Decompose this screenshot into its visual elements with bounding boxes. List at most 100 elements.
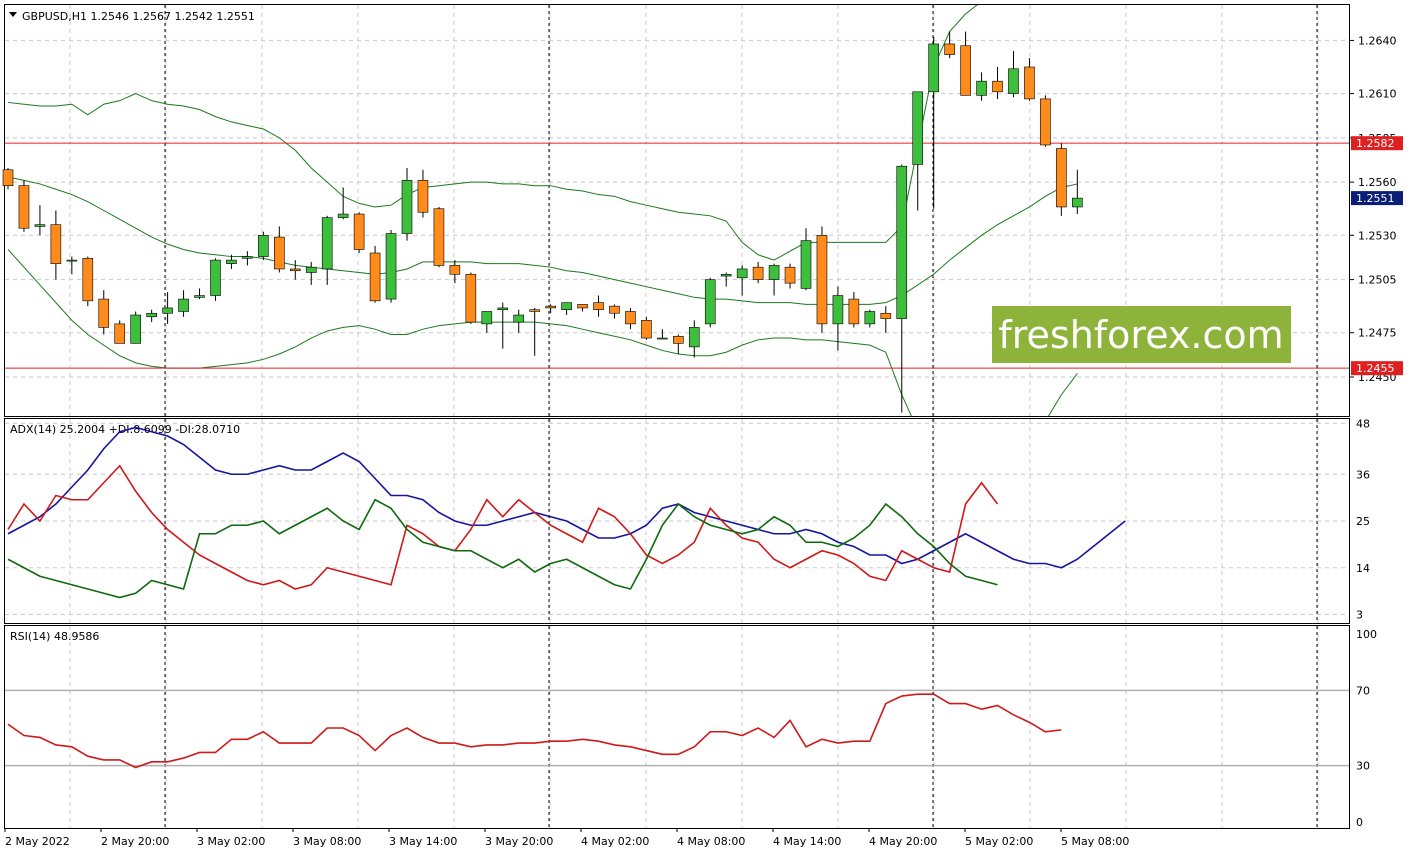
candle-body (289, 268, 301, 272)
candle-body (880, 312, 892, 319)
time-tick-label: 3 May 08:00 (293, 835, 361, 848)
time-tick-label: 2 May 2022 (5, 835, 70, 848)
level-price-label: 1.2582 (1356, 137, 1395, 150)
time-tick-label: 4 May 08:00 (677, 835, 745, 848)
candle-body (752, 266, 764, 280)
candle-body (928, 43, 939, 93)
collapse-triangle-icon[interactable] (9, 12, 17, 17)
price-tick-label: 1.2475 (1358, 327, 1397, 340)
candle-body (242, 256, 253, 259)
candle-body (2, 169, 14, 186)
candle-body (1056, 148, 1067, 208)
time-tick-label: 3 May 14:00 (389, 835, 457, 848)
plus-di-line (7, 498, 998, 599)
candle-body (337, 213, 349, 218)
time-tick-label: 5 May 02:00 (965, 835, 1033, 848)
band-middle (7, 176, 1078, 305)
adx-lines (7, 426, 1126, 599)
candle-body (258, 235, 269, 257)
candle-body (513, 314, 525, 323)
level-price-label: 1.2455 (1356, 362, 1395, 375)
time-tick-label: 4 May 14:00 (773, 835, 841, 848)
candle-body (577, 304, 588, 309)
candle-body (912, 91, 924, 165)
candle-body (1024, 66, 1035, 100)
candle-body (688, 327, 700, 348)
candle-body (130, 314, 141, 344)
candle-body (657, 337, 668, 340)
watermark-box (992, 306, 1291, 363)
rsi-tick-label: 70 (1356, 684, 1370, 697)
candle-body (66, 259, 78, 262)
candle-body (162, 307, 173, 314)
price-tick-label: 1.2530 (1358, 229, 1397, 242)
candle-body (210, 259, 221, 296)
price-tick-label: 1.2560 (1358, 176, 1397, 189)
main-panel-frame (4, 4, 1350, 417)
adx-tick-label: 25 (1356, 515, 1370, 528)
candle-body (353, 213, 365, 250)
time-tick-label: 5 May 08:00 (1061, 835, 1129, 848)
time-tick-label: 4 May 02:00 (581, 835, 649, 848)
level-price-tag (1351, 136, 1403, 151)
time-axis: 2 May 2022 2 May 20:00 3 May 02:00 3 May 08… (4, 828, 1129, 848)
current-price-tag (1351, 191, 1403, 206)
candle-body (561, 302, 572, 311)
candle-body (896, 165, 908, 319)
candle-body (401, 180, 413, 234)
candle-body (417, 180, 429, 213)
candle-body (992, 80, 1003, 93)
candle-body (529, 309, 540, 312)
candle-body (146, 312, 157, 318)
level-price-tag (1351, 361, 1403, 376)
rsi-tick-label: 100 (1356, 628, 1377, 641)
candle-body (625, 311, 636, 325)
candle-body (194, 295, 205, 298)
candle-body (609, 305, 620, 314)
candle-body (816, 235, 828, 325)
rsi-panel-frame (4, 625, 1350, 829)
candle-body (593, 302, 604, 311)
rsi-tick-label: 30 (1356, 760, 1370, 773)
candles (2, 31, 1083, 413)
candle-body (321, 217, 333, 270)
candle-body (385, 233, 397, 300)
price-tick-label: 1.2610 (1358, 88, 1397, 101)
adx-line (7, 426, 1126, 569)
candle-body (497, 307, 509, 311)
price-axis: 1.26401.26101.25851.25601.25301.25051.24… (1349, 34, 1403, 829)
candle-body (641, 320, 652, 339)
candle-body (274, 236, 285, 270)
rsi-header: RSI(14) 48.9586 (10, 630, 99, 643)
rsi-line (7, 693, 1062, 769)
candle-body (226, 259, 237, 264)
candle-body (50, 224, 62, 264)
candle-body (34, 224, 46, 227)
candle-body (784, 266, 796, 284)
candle-body (465, 273, 477, 323)
candle-body (545, 305, 556, 309)
price-tick-label: 1.2505 (1358, 274, 1397, 287)
candle-body (82, 258, 94, 302)
time-tick-label: 3 May 20:00 (485, 835, 553, 848)
adx-panel-frame (4, 418, 1350, 624)
time-tick-label: 2 May 20:00 (101, 835, 169, 848)
rsi-line (7, 693, 1062, 769)
candle-body (18, 185, 30, 229)
candle-body (976, 80, 987, 96)
candle-body (704, 279, 716, 325)
band-lower (7, 249, 1078, 416)
horizontal-levels (5, 142, 1349, 369)
candle-body (864, 311, 876, 325)
candle-body (369, 252, 381, 302)
candle-body (98, 298, 110, 328)
candle-body (720, 273, 732, 277)
time-tick-label: 4 May 20:00 (869, 835, 937, 848)
minus-di-line (7, 464, 999, 590)
candle-body (449, 265, 461, 275)
adx-header: ADX(14) 25.2004 +DI:8.6099 -DI:28.0710 (10, 423, 240, 436)
adx-tick-label: 3 (1356, 609, 1363, 622)
candle-body (736, 268, 748, 279)
candle-body (1072, 197, 1083, 208)
